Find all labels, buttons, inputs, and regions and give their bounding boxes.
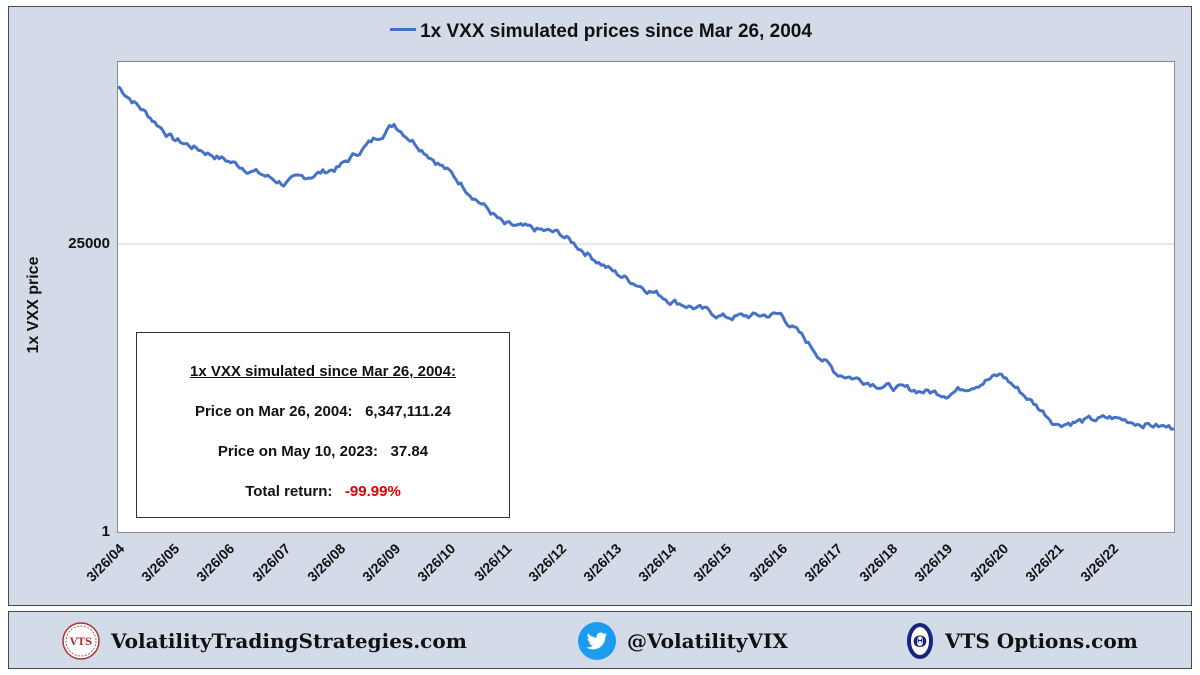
y-tick-label: 1 xyxy=(101,523,110,540)
footer-twitter-text: @VolatilityVIX xyxy=(627,629,788,653)
legend-swatch xyxy=(390,28,417,32)
info-return-label: Total return: xyxy=(245,483,333,500)
footer-twitter-link[interactable]: @VolatilityVIX xyxy=(577,612,788,670)
info-end-row: Price on May 10, 2023: 37.84 xyxy=(137,443,509,460)
chart-legend: 1x VXX simulated prices since Mar 26, 20… xyxy=(9,21,1193,43)
series-line xyxy=(117,85,1175,431)
theta-logo-glyph: Θ xyxy=(913,632,927,651)
info-end-label: Price on May 10, 2023: xyxy=(217,443,379,460)
vts-seal-text: VTS xyxy=(69,637,92,648)
theta-logo-icon: Θ xyxy=(905,621,935,661)
info-box: 1x VXX simulated since Mar 26, 2004: Pri… xyxy=(136,332,510,518)
twitter-icon xyxy=(577,621,617,661)
info-start-value: 6,347,111.24 xyxy=(365,403,452,420)
info-start-label: Price on Mar 26, 2004: xyxy=(194,403,353,420)
footer-options-link[interactable]: Θ VTS Options.com xyxy=(905,612,1138,670)
info-end-value: 37.84 xyxy=(390,443,429,460)
y-tick-label: 25000 xyxy=(68,234,110,252)
vts-seal-icon: VTS xyxy=(61,621,101,661)
footer-site-text: VolatilityTradingStrategies.com xyxy=(111,629,467,653)
info-return-row: Total return: -99.99% xyxy=(137,483,509,500)
info-start-row: Price on Mar 26, 2004: 6,347,111.24 xyxy=(137,403,509,420)
chart-title: 1x VXX simulated prices since Mar 26, 20… xyxy=(420,21,812,42)
info-return-value: -99.99% xyxy=(344,483,401,500)
footer-options-text: VTS Options.com xyxy=(945,629,1138,653)
info-title: 1x VXX simulated since Mar 26, 2004: xyxy=(190,363,456,380)
footer-bar: VTS VolatilityTradingStrategies.com @Vol… xyxy=(8,611,1192,669)
footer-site-link[interactable]: VTS VolatilityTradingStrategies.com xyxy=(61,612,467,670)
